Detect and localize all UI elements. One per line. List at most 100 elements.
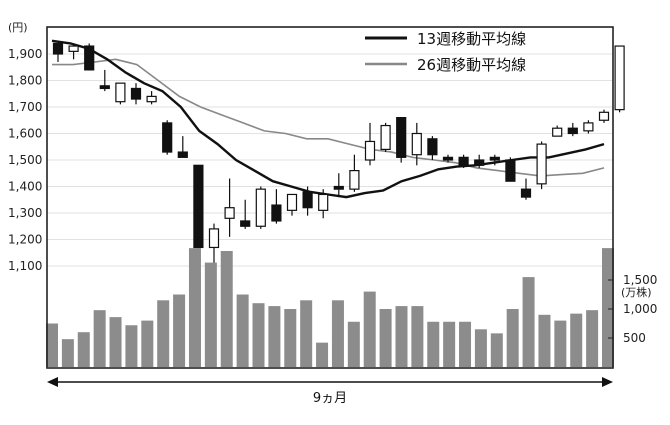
volume-bar — [363, 291, 376, 367]
candle-body-up — [411, 132, 422, 156]
period-arrow: 9ヵ月 — [47, 377, 613, 406]
candle-body-down — [271, 204, 282, 222]
volume-bar — [188, 248, 201, 367]
volume-bar — [93, 310, 106, 367]
candle-body-down — [99, 85, 110, 90]
candle-body-down — [505, 159, 516, 182]
price-axis-ticks: 1,900 1,800 1,700 1,600 1,500 1,400 1,300 1,200… — [8, 47, 42, 273]
volume-bar — [46, 323, 58, 367]
period-arrow-right-head — [602, 377, 613, 387]
candle-body-down — [193, 164, 204, 249]
volume-bar — [220, 251, 233, 367]
candlestick-series — [52, 40, 625, 269]
volume-bar — [506, 309, 519, 367]
price-tick-label: 1,400 — [8, 180, 42, 194]
candle-body-up — [68, 45, 79, 52]
candle-body-up — [598, 111, 610, 121]
candle-body-down — [162, 122, 173, 153]
candle-body-down — [474, 159, 485, 166]
candle-body-down — [333, 185, 344, 190]
candle-body-down — [52, 42, 64, 55]
volume-bar — [602, 248, 614, 367]
price-tick-label: 1,800 — [8, 74, 42, 88]
candle-body-down — [442, 156, 454, 161]
candle-body-down — [427, 138, 438, 156]
volume-bar — [300, 300, 313, 367]
candle-body-down — [240, 220, 251, 227]
candle-body-up — [224, 207, 235, 219]
volume-bar — [586, 310, 599, 367]
volume-bar — [474, 329, 487, 367]
legend-label-ma13: 13週移動平均線 — [417, 30, 526, 48]
candle-body-up — [536, 143, 547, 185]
volume-bar — [411, 306, 424, 367]
volume-bar — [77, 332, 90, 367]
candle-body-up — [583, 122, 594, 132]
price-tick-label: 1,600 — [8, 127, 42, 141]
legend-label-ma26: 26週移動平均線 — [417, 56, 526, 74]
period-arrow-left-head — [47, 377, 58, 387]
volume-bar — [204, 262, 217, 367]
volume-unit-label: (万株) — [621, 285, 652, 299]
legend: 13週移動平均線 26週移動平均線 — [365, 30, 526, 74]
volume-bar — [570, 313, 583, 367]
candle-body-down — [177, 151, 188, 158]
volume-bar — [347, 321, 360, 367]
candle-body-down — [489, 156, 500, 161]
price-tick-label: 1,300 — [8, 206, 42, 220]
volume-axis-ticks: 1,500 1,000 500 — [608, 273, 657, 345]
candle-body-up — [349, 170, 360, 190]
candle-body-down — [567, 127, 578, 135]
volume-bar — [268, 306, 281, 367]
volume-bar — [459, 321, 472, 367]
volume-series — [46, 248, 614, 367]
volume-bar — [538, 314, 551, 367]
volume-bar — [252, 303, 265, 367]
volume-bar — [61, 339, 74, 367]
volume-tick-label: 500 — [623, 331, 646, 345]
candle-body-down — [84, 45, 95, 71]
candle-body-up — [614, 45, 625, 111]
candle-body-up — [380, 124, 391, 151]
period-label: 9ヵ月 — [313, 391, 347, 406]
candle-body-down — [520, 188, 532, 198]
candle-body-down — [302, 191, 313, 209]
price-tick-label: 1,200 — [8, 233, 42, 247]
volume-bar — [554, 320, 567, 367]
candle-body-down — [130, 87, 142, 100]
volume-bar — [443, 321, 456, 367]
price-tick-label: 1,100 — [8, 259, 42, 273]
price-unit-label: (円) — [8, 21, 28, 34]
candle-body-up — [146, 95, 157, 103]
volume-bar — [395, 306, 408, 367]
volume-bar — [490, 333, 503, 367]
candle-body-down — [396, 116, 407, 158]
price-gridlines — [47, 53, 613, 267]
volume-bar — [331, 300, 344, 367]
price-tick-label: 1,700 — [8, 100, 42, 114]
volume-bar — [427, 321, 440, 367]
price-tick-label: 1,900 — [8, 47, 42, 61]
volume-tick-label: 1,000 — [623, 302, 657, 316]
volume-bar — [141, 320, 154, 367]
volume-bar — [157, 300, 170, 367]
candle-body-up — [552, 127, 563, 137]
candle-body-up — [318, 193, 329, 211]
volume-tick-label: 1,500 — [623, 273, 657, 287]
volume-bar — [125, 325, 138, 367]
volume-bar — [379, 309, 392, 367]
price-tick-label: 1,500 — [8, 153, 42, 167]
candle-body-up — [208, 228, 220, 249]
candle-body-up — [286, 193, 298, 211]
volume-bar — [173, 294, 186, 367]
candle-body-up — [364, 140, 376, 161]
volume-bar — [522, 277, 535, 367]
candle-body-down — [458, 156, 469, 166]
candle-body-up — [115, 82, 126, 103]
candle-body-up — [255, 188, 266, 227]
volume-bar — [236, 294, 249, 367]
chart-frame — [46, 26, 614, 369]
volume-bar — [316, 342, 329, 367]
volume-bar — [109, 317, 122, 367]
